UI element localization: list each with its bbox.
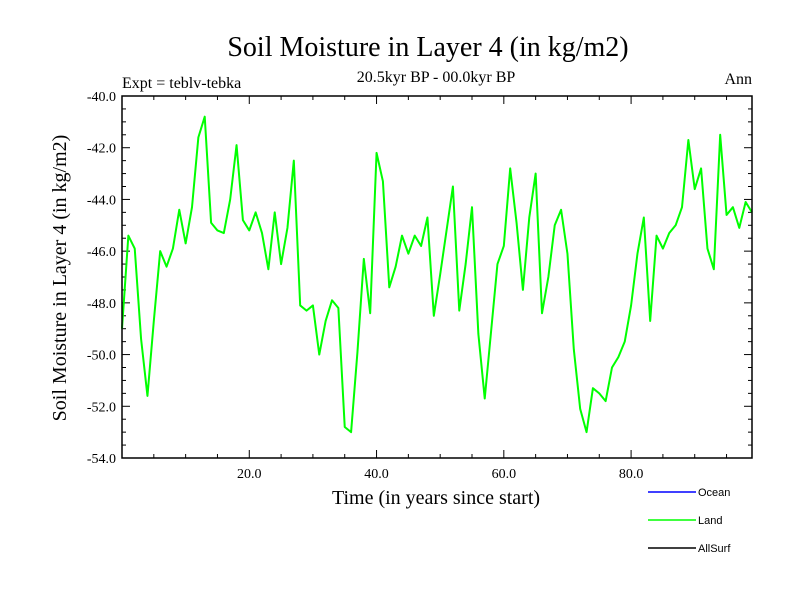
x-tick-label: 80.0 — [619, 467, 644, 482]
chart-subtitle: 20.5kyr BP - 00.0kyr BP — [357, 69, 516, 86]
y-tick-label: -42.0 — [87, 142, 116, 157]
legend: Ocean Land AllSurf — [648, 487, 731, 555]
y-tick-label: -44.0 — [87, 193, 116, 208]
y-tick-label: -48.0 — [87, 297, 116, 312]
x-tick-label: 60.0 — [492, 467, 517, 482]
plot-series — [121, 115, 753, 434]
x-tick-label: 40.0 — [364, 467, 389, 482]
season-label: Ann — [724, 71, 752, 88]
legend-land-label: Land — [698, 515, 722, 527]
series-line-land — [121, 115, 753, 434]
y-tick-label: -52.0 — [87, 400, 116, 415]
legend-ocean-label: Ocean — [698, 487, 730, 499]
plot-frame — [121, 95, 753, 459]
x-axis-ticks: 20.0 40.0 60.0 80.0 — [153, 96, 728, 482]
legend-allsurf-label: AllSurf — [698, 543, 731, 555]
y-tick-label: -54.0 — [87, 452, 116, 467]
y-tick-label: -50.0 — [87, 349, 116, 364]
experiment-label: Expt = teblv-tebka — [122, 75, 241, 92]
y-axis-label: Soil Moisture in Layer 4 (in kg/m2) — [49, 135, 71, 422]
y-axis-ticks: -54.0 -52.0 -50.0 -48.0 -46.0 -44.0 -42.0 -40.0 — [87, 90, 752, 467]
x-tick-label: 20.0 — [237, 467, 262, 482]
chart-title: Soil Moisture in Layer 4 (in kg/m2) — [227, 32, 628, 63]
x-axis-label: Time (in years since start) — [332, 487, 540, 509]
y-tick-label: -46.0 — [87, 245, 116, 260]
y-tick-label: -40.0 — [87, 90, 116, 105]
